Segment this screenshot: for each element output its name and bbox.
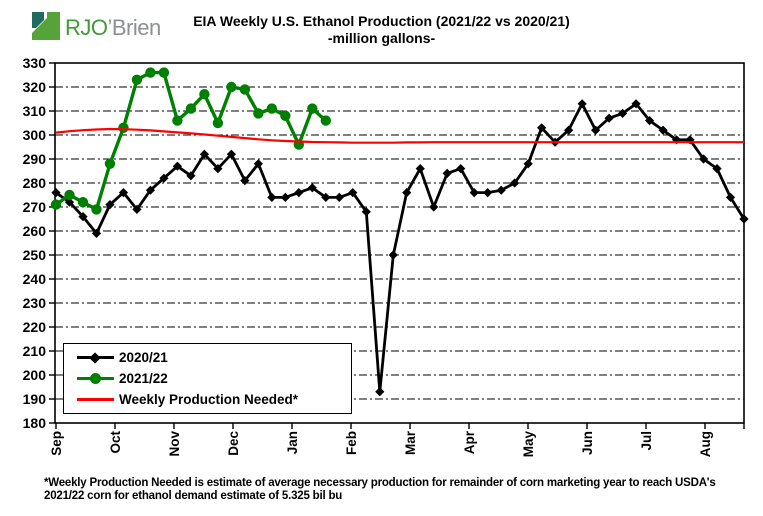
svg-text:290: 290 — [23, 151, 47, 167]
series-2020-21 — [51, 99, 749, 397]
svg-text:Jan: Jan — [285, 431, 300, 454]
svg-text:210: 210 — [23, 343, 47, 359]
svg-text:Dec: Dec — [226, 431, 241, 456]
svg-text:Feb: Feb — [344, 431, 359, 455]
svg-text:310: 310 — [23, 103, 47, 119]
chart-title: EIA Weekly U.S. Ethanol Production (2021… — [193, 13, 570, 29]
chart-legend: 2020/21 2021/22 Weekly Production Needed… — [63, 343, 352, 414]
svg-text:250: 250 — [23, 247, 47, 263]
x-axis: Sep Oct Nov Dec Jan Feb Mar Apr May Jun Jul Aug — [49, 423, 745, 458]
svg-text:Aug: Aug — [698, 431, 713, 457]
svg-text:Sep: Sep — [49, 431, 64, 456]
rjo-obrien-logo: RJO’Brien — [32, 12, 161, 41]
series-2021-22 — [50, 67, 332, 215]
plot-border — [54, 62, 745, 424]
svg-text:280: 280 — [23, 175, 47, 191]
y-axis: 180 190 200 210 220 230 240 250 260 270 280 290 300 3… — [23, 55, 55, 431]
legend-item: 2021/22 — [77, 368, 351, 389]
series-weekly-production-needed- — [55, 127, 744, 144]
logo-text-rjo: RJO — [65, 15, 108, 40]
svg-text:Apr: Apr — [462, 430, 477, 454]
svg-text:240: 240 — [23, 271, 47, 287]
legend-label-weekly-production-needed: Weekly Production Needed* — [119, 392, 299, 407]
legend-label-2020-21: 2020/21 — [119, 350, 168, 365]
svg-text:190: 190 — [23, 391, 47, 407]
svg-text:230: 230 — [23, 295, 47, 311]
svg-text:260: 260 — [23, 223, 47, 239]
logo-wordmark: RJO’Brien — [65, 15, 161, 41]
chart-title-block: EIA Weekly U.S. Ethanol Production (2021… — [0, 13, 763, 47]
svg-text:Jun: Jun — [580, 431, 595, 455]
chart-footnote: *Weekly Production Needed is estimate of… — [44, 477, 716, 502]
legend-black-line-diamond-icon — [77, 351, 114, 365]
svg-text:Nov: Nov — [167, 431, 182, 457]
svg-text:Jul: Jul — [639, 431, 654, 451]
svg-text:Oct: Oct — [108, 431, 123, 454]
svg-text:Mar: Mar — [403, 430, 418, 455]
svg-text:May: May — [521, 431, 536, 458]
legend-item: Weekly Production Needed* — [77, 389, 351, 410]
chart-subtitle: -million gallons- — [327, 30, 436, 46]
legend-green-line-circle-icon — [77, 372, 114, 386]
legend-item: 2020/21 — [77, 347, 351, 368]
svg-text:180: 180 — [23, 415, 47, 431]
svg-text:220: 220 — [23, 319, 47, 335]
svg-text:330: 330 — [23, 55, 47, 71]
legend-red-line-icon — [77, 393, 114, 407]
svg-text:300: 300 — [23, 127, 47, 143]
logo-text-obrien: ’Brien — [107, 15, 162, 40]
svg-text:200: 200 — [23, 367, 47, 383]
legend-label-2021-22: 2021/22 — [119, 371, 168, 386]
rjo-obrien-logo-icon — [32, 12, 60, 40]
svg-text:270: 270 — [23, 199, 47, 215]
svg-text:320: 320 — [23, 79, 47, 95]
